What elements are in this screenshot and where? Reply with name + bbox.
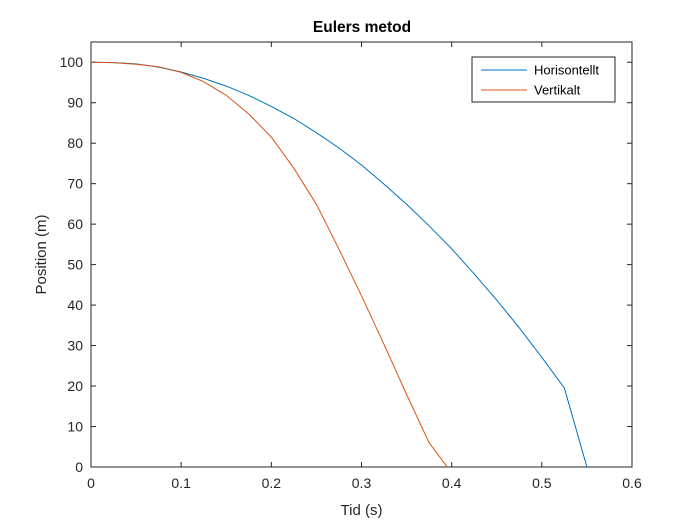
x-tick-label: 0.2: [262, 475, 282, 491]
x-tick-label: 0.4: [442, 475, 462, 491]
legend-box: [471, 56, 616, 103]
x-tick-label: 0.3: [352, 475, 372, 491]
legend-entry: Horisontellt: [534, 63, 599, 78]
y-tick-label: 90: [67, 95, 83, 111]
y-tick-label: 100: [60, 54, 84, 70]
series-lines: [90, 61, 588, 468]
y-tick-label: 40: [67, 297, 83, 313]
y-tick-label: 80: [67, 135, 83, 151]
y-tick-label: 0: [75, 459, 83, 475]
chart-title: Eulers metod: [313, 19, 411, 36]
y-tick-label: 50: [67, 257, 83, 273]
y-tick-label: 10: [67, 419, 83, 435]
x-tick-label: 0: [87, 475, 95, 491]
legend-entry: Vertikalt: [534, 83, 581, 98]
x-tick-label: 0.1: [171, 475, 191, 491]
y-tick-label: 30: [67, 338, 83, 354]
legend: Horisontellt Vertikalt: [471, 56, 616, 103]
series-line-vertikalt: [90, 61, 448, 468]
y-tick-label: 20: [67, 378, 83, 394]
x-tick-label: 0.5: [532, 475, 552, 491]
x-tick-label: 0.6: [622, 475, 642, 491]
y-tick-label: 70: [67, 176, 83, 192]
plot-area: [90, 41, 633, 468]
y-tick-label: 60: [67, 216, 83, 232]
axis-ticks: 0 0.1 0.2 0.3 0.4 0.5 0.6 0 10 20 30 40 50 60 70 80 90 10…: [60, 42, 642, 491]
x-axis-label: Tid (s): [341, 502, 383, 519]
y-axis-label: Position (m): [33, 214, 50, 294]
